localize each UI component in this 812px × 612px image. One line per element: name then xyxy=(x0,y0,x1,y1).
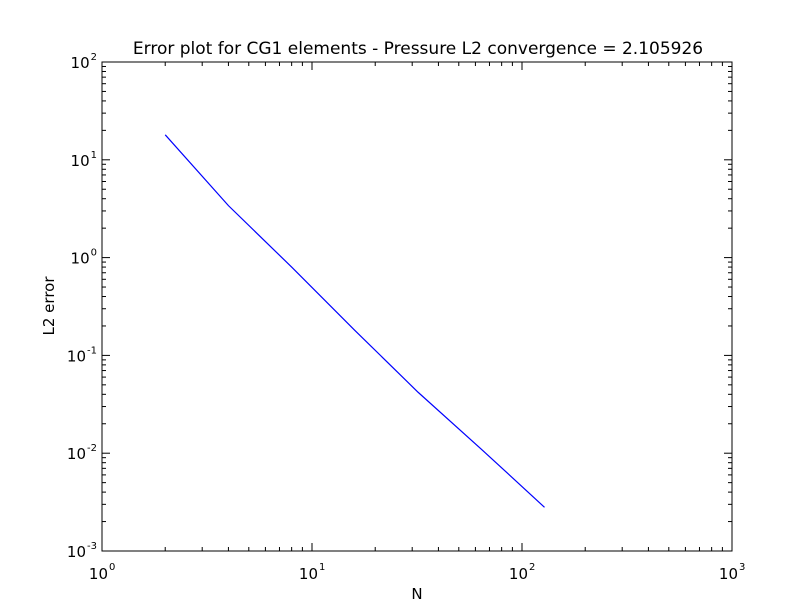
y-tick-label: 210 xyxy=(71,52,97,72)
x-tick-base: 10 xyxy=(509,565,528,583)
series-line xyxy=(164,134,545,508)
x-tick-label: 10 2 xyxy=(509,562,535,583)
y-tick-base: 10 xyxy=(67,347,86,365)
x-tick-base: 10 xyxy=(89,565,108,583)
y-tick-exponent: 0 xyxy=(91,248,97,259)
y-tick-exponent: -3 xyxy=(87,541,97,552)
y-tick-label: 110 xyxy=(71,150,97,170)
y-tick-exponent: 1 xyxy=(91,150,97,161)
y-tick-base: 10 xyxy=(67,543,86,561)
y-tick-base: 10 xyxy=(71,152,90,170)
y-tick-exponent: -1 xyxy=(87,345,97,356)
y-tick-label: 010 xyxy=(71,248,97,268)
x-tick-exponent: 1 xyxy=(319,562,325,573)
minor-ticks xyxy=(102,62,732,551)
y-tick-base: 10 xyxy=(67,445,86,463)
x-tick-label: 10 3 xyxy=(719,562,745,583)
major-ticks xyxy=(101,61,733,552)
y-tick-label: -310 xyxy=(67,541,97,561)
series-group xyxy=(164,134,545,508)
x-tick-exponent: 3 xyxy=(739,562,745,573)
x-tick-base: 10 xyxy=(299,565,318,583)
y-axis-label: L2 error xyxy=(40,276,58,336)
y-tick-label: -110 xyxy=(67,345,97,365)
x-axis-label: N xyxy=(411,585,422,603)
chart-title: Error plot for CG1 elements - Pressure L… xyxy=(133,39,703,59)
plot-area xyxy=(101,61,733,552)
x-tick-exponent: 2 xyxy=(529,562,535,573)
y-tick-exponent: -2 xyxy=(87,443,97,454)
x-tick-exponent: 0 xyxy=(109,562,115,573)
x-tick-labels: 10 0 10 1 10 2 10 3 xyxy=(89,562,745,583)
y-tick-label: -210 xyxy=(67,443,97,463)
y-tick-base: 10 xyxy=(71,250,90,268)
x-tick-label: 10 0 xyxy=(89,562,115,583)
y-tick-base: 10 xyxy=(71,54,90,72)
x-tick-base: 10 xyxy=(719,565,738,583)
x-tick-label: 10 1 xyxy=(299,562,325,583)
y-tick-exponent: 2 xyxy=(91,52,97,63)
